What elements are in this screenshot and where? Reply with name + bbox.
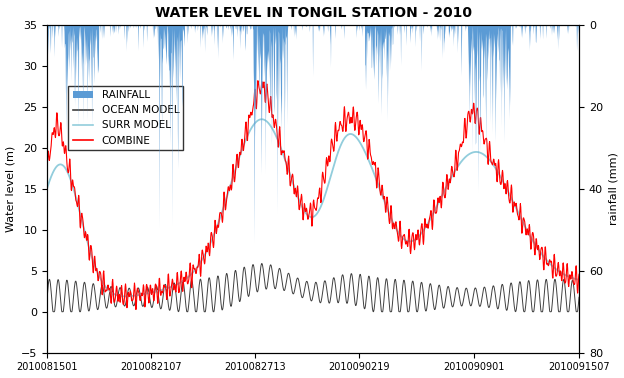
OCEAN MODEL [575,295,583,299]
COMBINE [254,78,261,83]
OCEAN MODEL [447,294,454,299]
Line: OCEAN MODEL: OCEAN MODEL [47,263,579,312]
Legend: RAINFALL, OCEAN MODEL, SURR MODEL, COMBINE: RAINFALL, OCEAN MODEL, SURR MODEL, COMBI… [69,86,183,150]
COMBINE [139,286,147,290]
COMBINE [132,307,140,312]
OCEAN MODEL [197,278,205,283]
Line: SURR MODEL: SURR MODEL [47,119,579,296]
OCEAN MODEL [44,295,51,299]
OCEAN MODEL [245,292,253,296]
Title: WATER LEVEL IN TONGIL STATION - 2010: WATER LEVEL IN TONGIL STATION - 2010 [155,6,472,20]
SURR MODEL [258,117,266,121]
SURR MODEL [245,130,253,134]
COMBINE [505,199,513,203]
SURR MODEL [149,290,157,294]
COMBINE [447,181,454,185]
COMBINE [245,114,253,118]
OCEAN MODEL [149,302,157,306]
SURR MODEL [505,192,513,196]
OCEAN MODEL [505,291,513,295]
OCEAN MODEL [258,261,266,266]
SURR MODEL [139,292,147,296]
OCEAN MODEL [139,304,147,308]
OCEAN MODEL [49,310,57,314]
SURR MODEL [122,294,129,299]
Y-axis label: Water level (m): Water level (m) [6,146,16,232]
COMBINE [149,290,157,295]
SURR MODEL [44,186,51,190]
SURR MODEL [447,177,454,181]
COMBINE [197,270,205,274]
Line: COMBINE: COMBINE [47,81,579,310]
SURR MODEL [197,259,205,264]
COMBINE [575,272,583,277]
SURR MODEL [575,277,583,282]
COMBINE [44,167,51,172]
Y-axis label: rainfall (mm): rainfall (mm) [608,152,618,225]
